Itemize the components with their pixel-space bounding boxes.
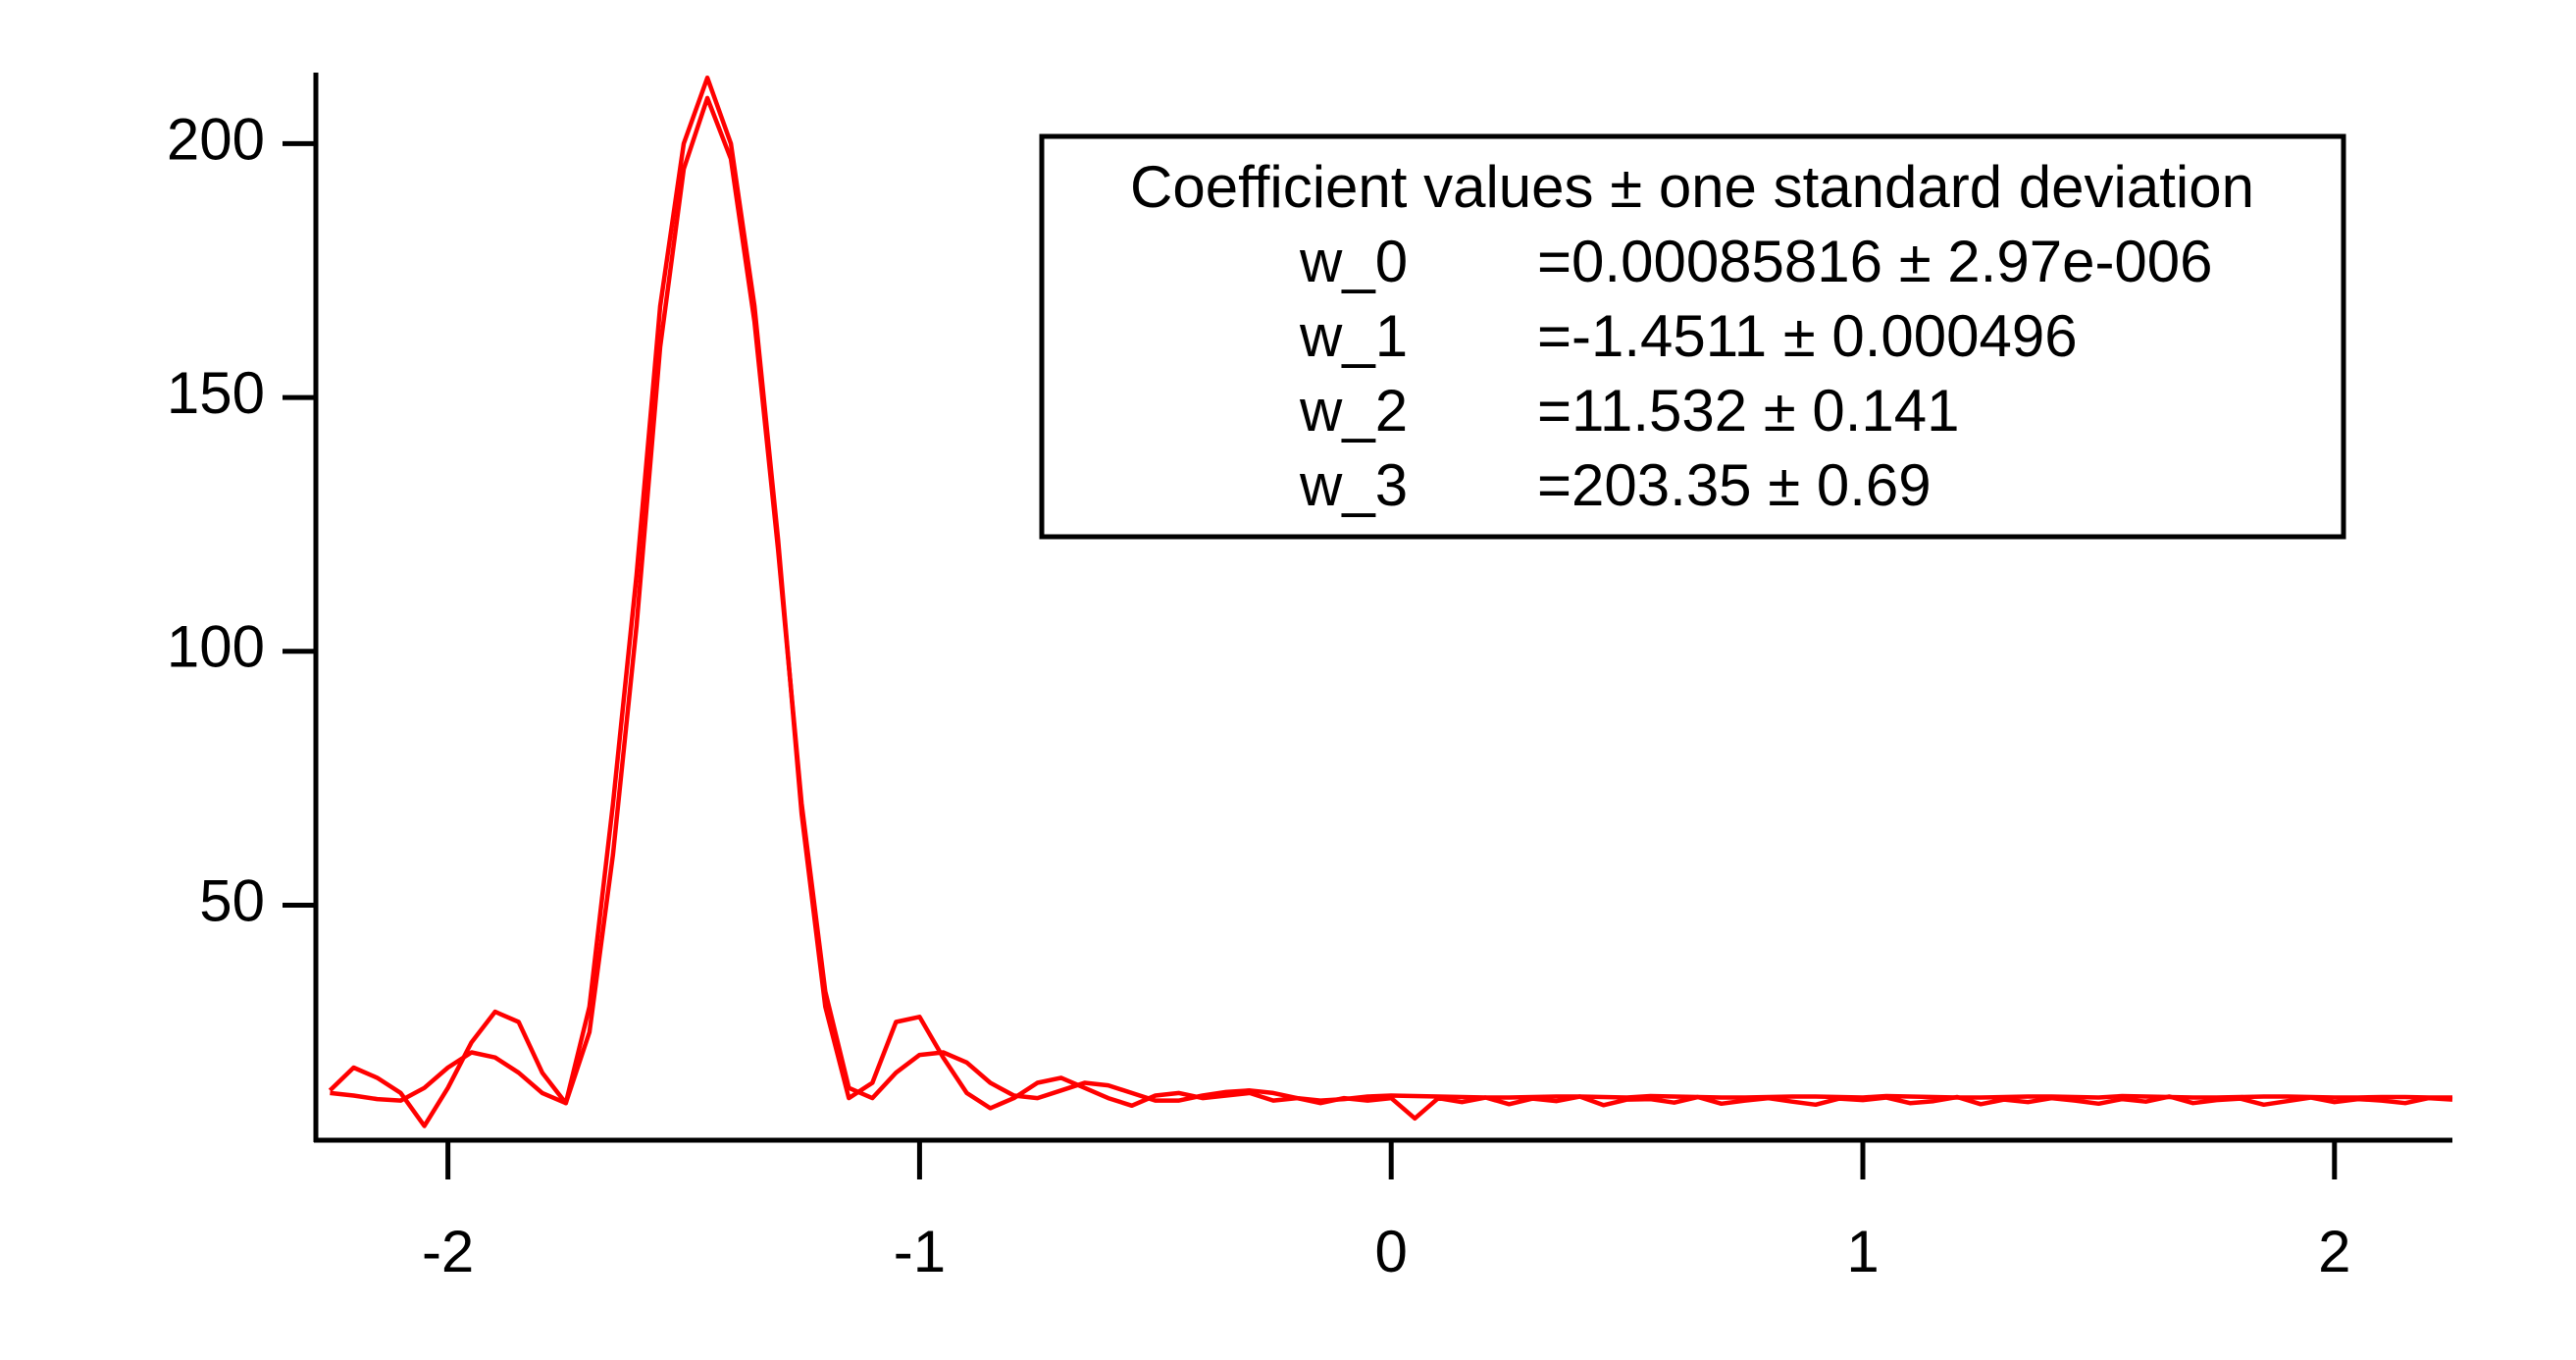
y-tick-label: 150	[167, 360, 265, 426]
series-line	[328, 75, 2453, 1128]
x-tick-label: 0	[1375, 1219, 1408, 1284]
x-tick-label: 2	[2318, 1219, 2350, 1284]
coef-name: w_1	[1299, 303, 1408, 369]
y-tick-label: 50	[199, 867, 265, 933]
y-tick-label: 200	[167, 106, 265, 172]
coef-value: =-1.4511 ± 0.000496	[1537, 303, 2078, 369]
coef-value: =11.532 ± 0.141	[1537, 378, 1960, 444]
x-tick-label: 1	[1846, 1219, 1879, 1284]
y-tick-label: 100	[167, 614, 265, 680]
series-line	[330, 95, 2452, 1106]
coef-value: =0.00085816 ± 2.97e-006	[1537, 229, 2213, 294]
annotation-box	[1039, 133, 2346, 540]
coef-name: w_3	[1299, 452, 1408, 518]
annotation-title: Coefficient values ± one standard deviat…	[1130, 154, 2254, 220]
coef-name: w_0	[1299, 229, 1408, 294]
coef-value: =203.35 ± 0.69	[1537, 452, 1932, 518]
x-tick-label: -2	[422, 1219, 474, 1284]
x-tick-label: -1	[894, 1219, 946, 1284]
coef-name: w_2	[1299, 378, 1408, 444]
